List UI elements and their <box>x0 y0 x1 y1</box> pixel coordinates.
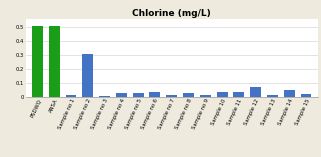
Bar <box>284 90 295 97</box>
Bar <box>99 96 110 97</box>
Bar <box>267 95 278 97</box>
Bar <box>200 95 211 97</box>
Bar <box>32 26 43 97</box>
Bar <box>166 95 177 97</box>
Title: Chlorine (mg/L): Chlorine (mg/L) <box>132 9 211 18</box>
Bar <box>116 93 127 97</box>
Bar <box>300 94 311 97</box>
Bar <box>65 95 76 97</box>
Bar <box>217 92 228 97</box>
Bar <box>150 92 160 97</box>
Bar <box>133 93 143 97</box>
Bar <box>49 26 60 97</box>
Bar <box>183 93 194 97</box>
Bar <box>233 92 244 97</box>
Bar <box>82 54 93 97</box>
Bar <box>250 87 261 97</box>
